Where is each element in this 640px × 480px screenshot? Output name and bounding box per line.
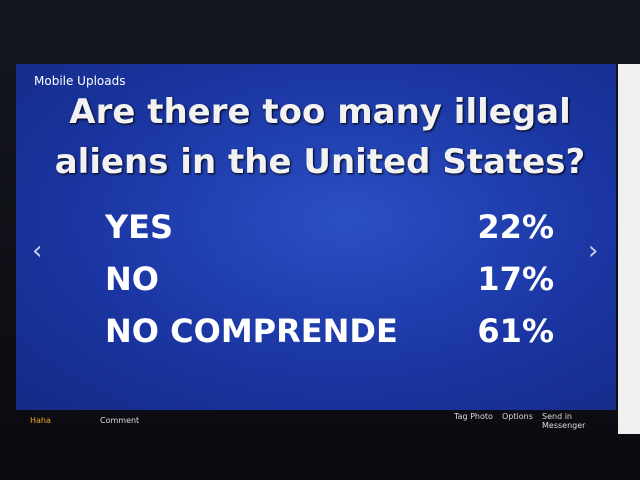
footer: Haha Comment Tag Photo Options Send in M… <box>16 410 616 434</box>
option-label: NO COMPRENDE <box>105 312 398 350</box>
haha-button[interactable]: Haha <box>30 416 51 425</box>
option-percent: 22% <box>477 208 554 246</box>
title-line: aliens in the United States? <box>54 142 586 182</box>
side-panel <box>618 64 640 434</box>
album-name[interactable]: Mobile Uploads <box>34 74 126 88</box>
next-arrow[interactable]: › <box>588 236 599 266</box>
option-label: YES <box>105 208 174 246</box>
photo-panel <box>16 64 616 410</box>
title-line: Are there too many illegal <box>69 92 571 132</box>
option-percent: 17% <box>477 260 554 298</box>
prev-arrow[interactable]: ‹ <box>32 236 43 266</box>
option-percent: 61% <box>477 312 554 350</box>
comment-button[interactable]: Comment <box>100 416 140 425</box>
tag-photo[interactable]: Tag Photo <box>454 412 493 421</box>
options-link[interactable]: Options <box>502 412 533 421</box>
send-messenger[interactable]: Send in Messenger <box>542 412 586 430</box>
option-label: NO <box>105 260 159 298</box>
